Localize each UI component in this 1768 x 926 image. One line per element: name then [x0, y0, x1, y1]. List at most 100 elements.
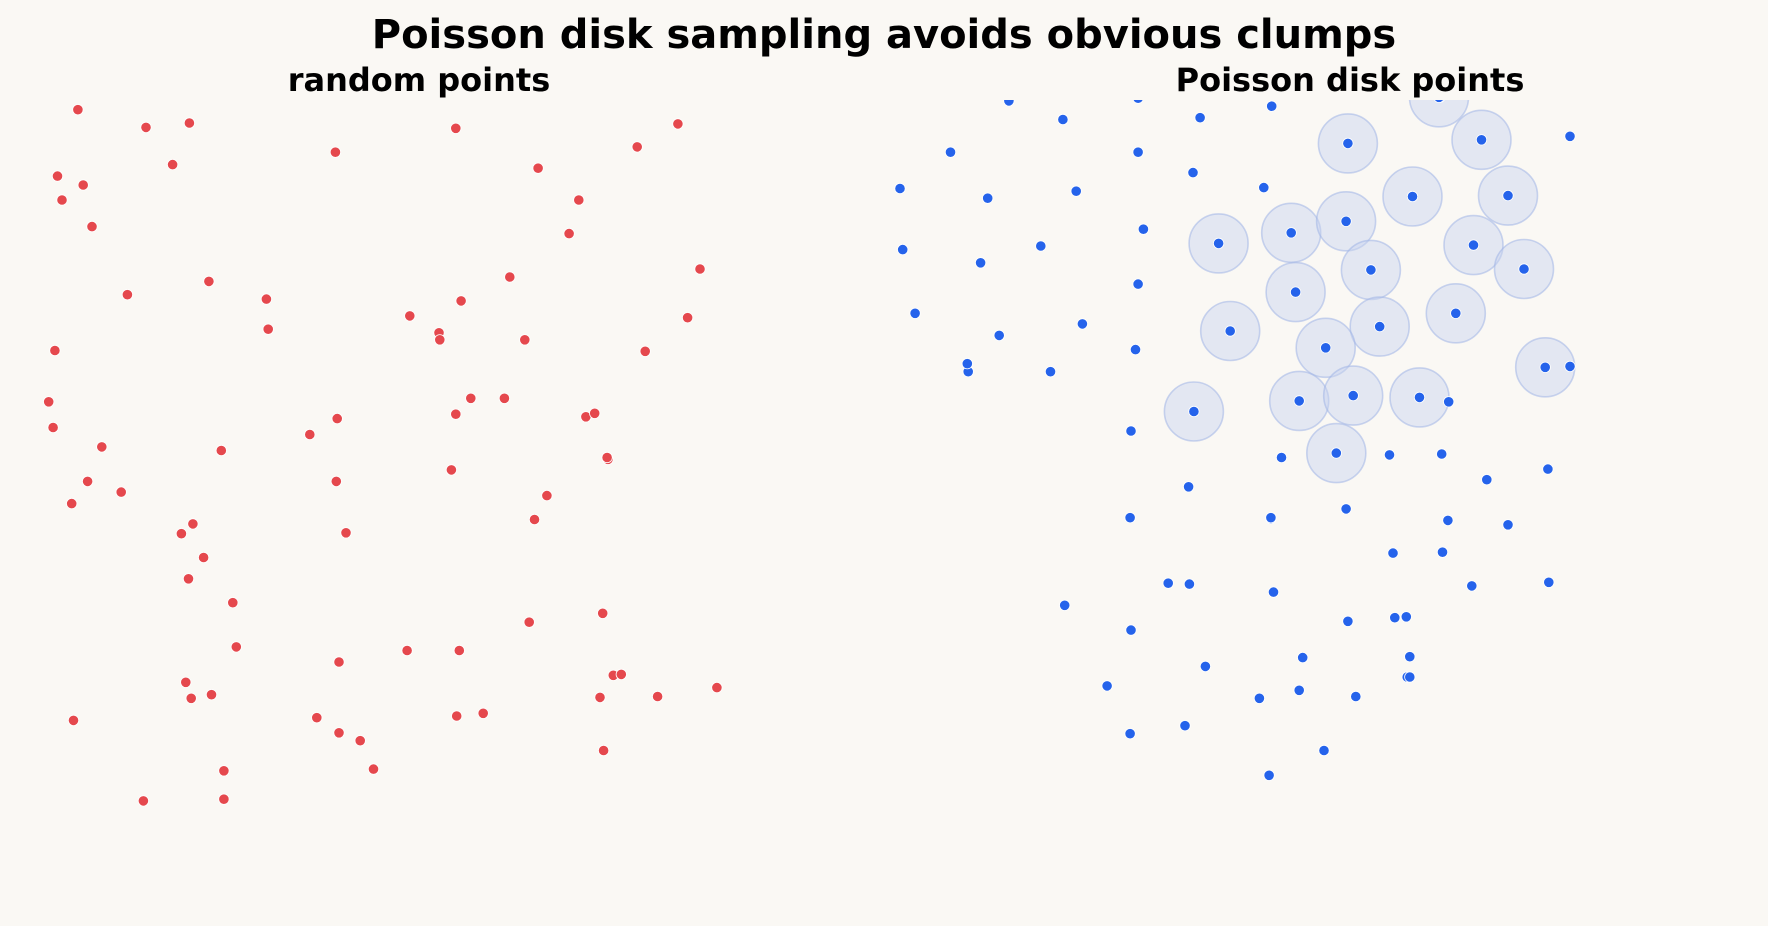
poisson-point — [1374, 320, 1386, 333]
random-point — [333, 727, 345, 739]
random-point — [167, 159, 179, 171]
random-point — [185, 692, 197, 704]
poisson-point — [1400, 611, 1412, 623]
poisson-point — [1101, 680, 1113, 692]
poisson-point — [1162, 577, 1174, 589]
random-point — [215, 444, 227, 457]
poisson-point — [1059, 599, 1071, 611]
poisson-point — [1502, 190, 1514, 202]
random-point — [198, 551, 210, 564]
poisson-point — [1436, 448, 1448, 460]
random-point — [137, 795, 149, 807]
random-point — [180, 676, 192, 688]
random-point — [311, 712, 323, 724]
random-point — [333, 656, 345, 668]
random-point — [597, 744, 610, 757]
random-point — [205, 689, 218, 701]
random-point — [330, 475, 342, 487]
poisson-point — [1467, 239, 1480, 251]
random-point — [445, 464, 457, 476]
panel-title-poisson: Poisson disk points — [1176, 61, 1525, 99]
poisson-point — [1265, 512, 1277, 524]
exclusion-disk — [1408, 100, 1470, 128]
random-point — [47, 421, 59, 434]
poisson-point — [1542, 463, 1554, 475]
random-point — [187, 518, 199, 530]
random-point — [260, 293, 272, 305]
random-point — [711, 681, 723, 694]
poisson-point — [1179, 720, 1191, 732]
random-point — [367, 763, 380, 775]
random-point — [262, 323, 274, 335]
random-point — [523, 616, 535, 628]
random-point — [227, 597, 239, 609]
poisson-point — [1347, 389, 1359, 402]
random-point — [451, 710, 463, 722]
poisson-point — [944, 146, 957, 158]
random-point — [541, 489, 553, 502]
poisson-point — [1035, 240, 1047, 252]
poisson-point — [1183, 578, 1196, 590]
random-point — [631, 141, 643, 153]
poisson-point — [982, 192, 994, 204]
random-point — [594, 691, 606, 704]
random-point — [182, 573, 195, 585]
poisson-point — [1318, 744, 1330, 757]
poisson-point — [1518, 263, 1530, 275]
poisson-point — [1125, 425, 1137, 437]
poisson-point — [1450, 307, 1462, 319]
random-points-layer — [43, 104, 723, 807]
poisson-point — [1320, 342, 1332, 354]
poisson-point — [1340, 503, 1352, 515]
random-point — [72, 104, 84, 116]
random-point — [56, 194, 68, 206]
random-point — [230, 641, 242, 653]
poisson-point — [1132, 278, 1144, 290]
random-point — [304, 428, 316, 441]
poisson-point — [1129, 343, 1142, 356]
random-point — [77, 179, 89, 191]
poisson-point — [897, 244, 909, 256]
poisson-point — [1404, 671, 1416, 683]
random-point — [477, 707, 489, 719]
random-point — [597, 607, 609, 619]
poisson-point — [1434, 100, 1444, 103]
poisson-point — [1187, 167, 1199, 179]
poisson-point — [1387, 547, 1399, 559]
random-point — [453, 644, 465, 657]
poisson-points-layer — [894, 100, 1576, 781]
random-point — [450, 122, 462, 134]
poisson-point — [1383, 449, 1396, 461]
random-point — [498, 392, 510, 404]
random-point — [43, 396, 55, 408]
random-point — [140, 121, 152, 134]
poisson-point — [1443, 396, 1455, 408]
chart-title: Poisson disk sampling avoids obvious clu… — [372, 12, 1397, 58]
poisson-point — [1406, 190, 1419, 203]
random-point — [455, 295, 467, 307]
poisson-point — [1199, 660, 1212, 673]
random-point — [82, 475, 94, 487]
poisson-point — [1188, 405, 1200, 418]
poisson-point — [1124, 512, 1136, 524]
poisson-point — [1076, 318, 1089, 330]
poisson-point — [1481, 474, 1493, 486]
poisson-point — [993, 329, 1005, 341]
random-point — [651, 690, 664, 703]
poisson-point — [1003, 100, 1015, 107]
poisson-point — [1070, 185, 1082, 197]
random-point — [218, 793, 230, 805]
poisson-point — [1564, 360, 1576, 372]
poisson-point — [1475, 134, 1488, 146]
random-point — [401, 644, 413, 657]
poisson-point — [1224, 325, 1236, 337]
random-point — [331, 412, 343, 425]
random-point — [563, 228, 575, 240]
poisson-point — [1389, 612, 1401, 624]
poisson-point — [1539, 361, 1551, 373]
random-point — [615, 668, 627, 681]
random-point — [51, 170, 64, 182]
poisson-point — [1266, 100, 1278, 112]
poisson-point — [1267, 586, 1280, 598]
